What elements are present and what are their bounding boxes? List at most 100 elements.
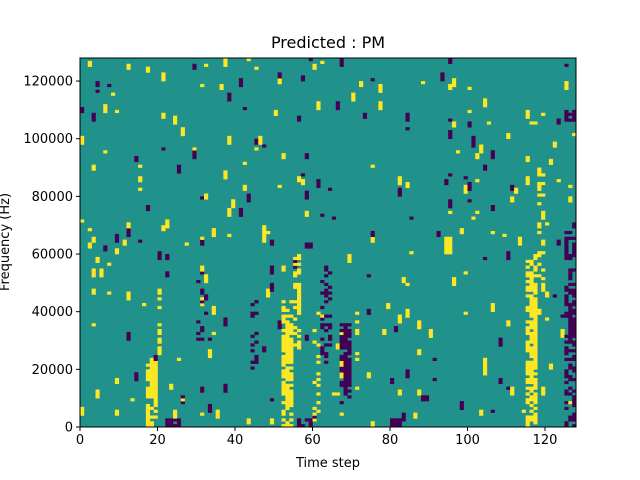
heatmap-cell-low [176, 418, 182, 428]
heatmap-cell-high [157, 337, 162, 344]
heatmap-cell-low [347, 340, 352, 356]
heatmap-cell-low [483, 164, 488, 171]
heatmap-cell-low [308, 58, 313, 62]
heatmap-cell-low [95, 81, 100, 88]
heatmap-cell-high [355, 328, 360, 336]
heatmap-cell-low [196, 337, 201, 341]
heatmap-cell-low [250, 334, 255, 338]
y-axis-label: Frequency (Hz) [0, 193, 13, 291]
heatmap-cell-high [401, 277, 406, 284]
heatmap-cell-low [568, 230, 573, 235]
heatmap-cell-low [405, 369, 410, 379]
heatmap-cell-low [242, 107, 247, 111]
heatmap-background [80, 58, 576, 427]
heatmap-cell-high [545, 291, 550, 298]
heatmap-cell-low [293, 259, 298, 263]
heatmap-cell-high [533, 392, 538, 405]
heatmap-cell-high [285, 383, 290, 411]
heatmap-cell-high [157, 323, 162, 327]
heatmap-cell-high [161, 225, 166, 232]
heatmap-cell-low [564, 406, 569, 410]
heatmap-cell-high [111, 92, 116, 96]
heatmap-cell-high [397, 314, 402, 324]
heatmap-cell-low [564, 230, 569, 235]
heatmap-cell-high [533, 297, 538, 370]
heatmap-cell-high [149, 415, 154, 419]
heatmap-cell-high [316, 343, 321, 347]
heatmap-cell-low [312, 415, 317, 419]
heatmap-cell-low [510, 184, 515, 191]
heatmap-cell-high [529, 320, 534, 330]
heatmap-cell-low [328, 297, 333, 301]
heatmap-cell-high [417, 349, 422, 356]
heatmap-cell-high [355, 320, 360, 324]
heatmap-cell-high [153, 409, 158, 413]
heatmap-cell-low [448, 199, 453, 209]
heatmap-cell-low [138, 239, 143, 243]
heatmap-cell-low [568, 363, 573, 370]
heatmap-cell-high [471, 216, 476, 220]
heatmap-cell-high [548, 363, 554, 370]
heatmap-cell-low [254, 138, 259, 145]
heatmap-cell-high [149, 357, 154, 399]
heatmap-cell-low [304, 242, 309, 249]
heatmap-cell-high [180, 127, 185, 137]
heatmap-cell-low [490, 150, 495, 160]
heatmap-cell-high [289, 323, 294, 336]
heatmap-cell-high [529, 331, 534, 344]
heatmap-cell-high [316, 101, 321, 111]
heatmap-cell-high [533, 406, 538, 410]
chart-title: Predicted : PM [271, 33, 385, 52]
heatmap-cell-low [200, 326, 205, 333]
heatmap-cell-high [537, 274, 542, 278]
plot-frame [79, 57, 577, 428]
heatmap-cell-low [269, 265, 275, 275]
heatmap-cell-low [568, 375, 573, 382]
heatmap-cell-high [548, 158, 554, 165]
heatmap-cell-high [510, 386, 515, 396]
heatmap-cell-high [281, 334, 286, 353]
heatmap-cell-high [537, 251, 542, 258]
heatmap-cell-high [339, 360, 344, 367]
heatmap-cell-high [281, 153, 286, 160]
heatmap-cell-low [180, 401, 185, 405]
heatmap-cell-low [324, 282, 329, 287]
heatmap-cell-high [200, 412, 205, 416]
heatmap-cell-low [269, 398, 275, 402]
heatmap-cell-low [165, 418, 170, 428]
heatmap-cell-high [541, 210, 546, 220]
heatmap-cell-low [572, 377, 577, 382]
heatmap-cell-high [262, 225, 267, 243]
x-axis-label: Time step [295, 456, 360, 471]
heatmap-cell-low [320, 213, 325, 217]
heatmap-cell-high [537, 308, 542, 315]
heatmap-cell-high [277, 78, 282, 85]
heatmap-cell-high [107, 262, 112, 266]
heatmap-cell-high [397, 389, 402, 396]
heatmap-cell-high [157, 297, 162, 301]
heatmap-cell-low [568, 282, 573, 287]
heatmap-cell-high [289, 383, 294, 387]
heatmap-cell-low [339, 58, 344, 67]
heatmap-cell-high [537, 230, 542, 235]
heatmap-cell-high [258, 135, 263, 145]
heatmap-cell-low [269, 239, 275, 246]
heatmap-cell-low [347, 395, 352, 399]
heatmap-cell-low [444, 179, 449, 186]
heatmap-cell-low [564, 340, 569, 344]
heatmap-cell-high [359, 81, 364, 88]
heatmap-cell-high [269, 418, 275, 425]
heatmap-cell-high [537, 167, 542, 177]
heatmap-cell-high [529, 409, 534, 413]
heatmap-cell-low [339, 328, 344, 333]
heatmap-cell-low [471, 135, 476, 148]
heatmap-cell-low [254, 340, 259, 344]
heatmap-cell-low [200, 196, 205, 200]
heatmap-cell-high [91, 164, 96, 171]
heatmap-cell-low [564, 421, 569, 428]
heatmap-cell-high [207, 349, 213, 359]
heatmap-cell-low [448, 58, 453, 65]
heatmap-cell-low [223, 317, 228, 327]
heatmap-cell-high [537, 222, 542, 229]
heatmap-cell-low [397, 187, 402, 197]
